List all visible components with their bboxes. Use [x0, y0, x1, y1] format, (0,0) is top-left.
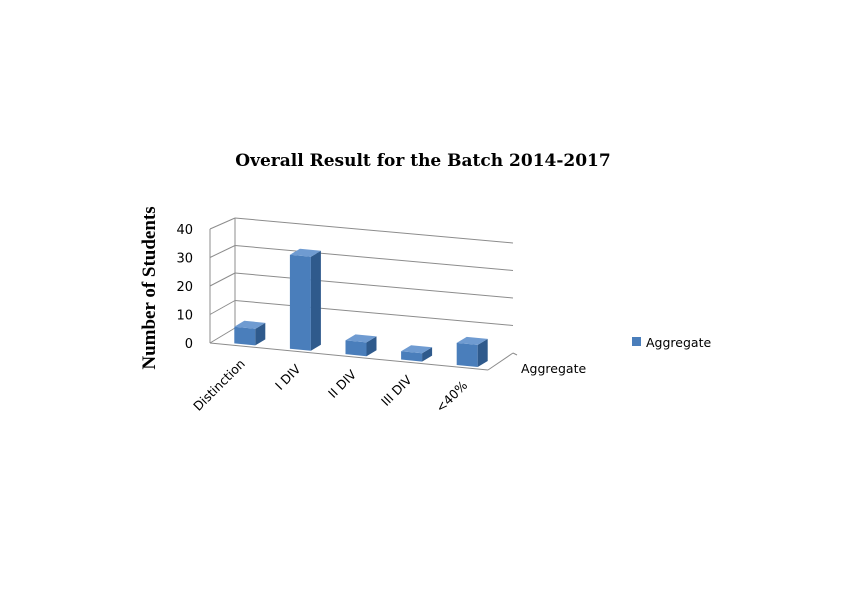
y-tick-label: 0 — [185, 337, 193, 352]
bar-side — [366, 336, 377, 357]
chart-title: Overall Result for the Batch 2014-2017 — [235, 151, 610, 171]
bar-side — [255, 322, 266, 346]
bar-front — [401, 351, 423, 362]
y-tick-label: 10 — [176, 309, 193, 324]
bar-front — [234, 326, 256, 346]
bar-front — [289, 254, 311, 351]
bar — [456, 336, 488, 367]
side-gridline — [209, 245, 236, 258]
bars — [234, 248, 488, 367]
floor-edge — [487, 352, 514, 371]
side-gridline — [209, 217, 236, 230]
bar-top — [456, 336, 488, 345]
gridline — [234, 272, 514, 299]
y-tick-label: 30 — [176, 252, 193, 267]
bar-side — [477, 338, 488, 367]
legend: Aggregate — [632, 335, 711, 350]
x-tick-label: III DIV — [378, 372, 415, 409]
bar — [289, 248, 321, 351]
bar — [345, 334, 377, 357]
gridline — [234, 245, 514, 271]
x-tick-label: Distinction — [190, 356, 248, 414]
gridlines — [209, 217, 518, 371]
x-axis-line — [209, 342, 489, 371]
bar — [401, 345, 433, 362]
y-axis-ticks: 0 10 20 30 40 — [176, 223, 193, 352]
x-tick-label: I DIV — [272, 361, 304, 393]
bar — [234, 320, 266, 346]
y-tick-label: 40 — [176, 223, 193, 238]
depth-tick — [512, 352, 518, 356]
depth-axis-label: Aggregate — [521, 361, 586, 376]
x-tick-label: II DIV — [325, 366, 359, 400]
bar-top — [345, 334, 377, 343]
bar-front — [345, 340, 367, 357]
side-gridline — [209, 300, 236, 315]
gridline — [234, 300, 514, 326]
side-gridline — [209, 327, 236, 344]
bar-front — [456, 342, 478, 367]
bar-top — [401, 345, 433, 354]
x-tick-label: <40% — [433, 378, 471, 416]
y-axis-label: Number of Students — [139, 206, 160, 369]
x-axis-categories: Distinction I DIV II DIV III DIV <40% — [190, 356, 470, 415]
y-tick-label: 20 — [176, 280, 193, 295]
legend-swatch — [632, 337, 641, 346]
bar-side — [310, 250, 321, 351]
side-gridline — [209, 272, 236, 287]
bar-top — [289, 248, 321, 257]
legend-label: Aggregate — [646, 335, 711, 350]
gridline — [234, 217, 514, 244]
bar-side — [422, 347, 433, 362]
bar-top — [234, 320, 266, 329]
